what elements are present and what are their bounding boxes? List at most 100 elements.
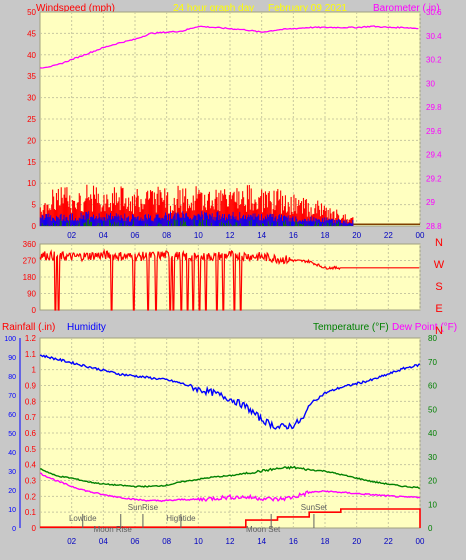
compass-label: E [435,303,442,315]
barometer-y-tick: 29.2 [426,174,442,183]
temperature-y-tick: 70 [428,358,437,367]
rain-y-tick: 0.3 [25,477,37,486]
climate-x-tick: 12 [226,537,235,546]
humidity-line [39,354,421,430]
rain-y-tick: 0.4 [25,461,37,470]
wind-y-tick: 45 [27,29,36,38]
climate-x-tick: 18 [321,537,330,546]
temperature-y-tick: 10 [428,500,437,509]
compass-label: W [434,259,445,271]
temperature-y-tick: 20 [428,477,437,486]
rain-y-tick: 0.1 [25,508,37,517]
direction-y-tick: 90 [27,290,36,299]
humidity-y-tick: 30 [8,469,16,476]
temperature-y-tick: 40 [428,429,437,438]
climate-x-tick: 14 [257,537,266,546]
event-label: SunRise [128,503,159,512]
barometer-y-tick: 28.8 [426,222,442,231]
event-label: Moon Set [246,525,281,534]
wind-y-tick: 25 [27,115,36,124]
humidity-label: Humidity [67,322,106,333]
direction-y-tick: 360 [23,240,37,249]
wind-x-tick: 12 [226,231,235,240]
graph-title: 24 hour graph day [173,3,254,14]
climate-x-tick: 08 [162,537,171,546]
rain-y-tick: 0.2 [25,492,37,501]
barometer-y-tick: 30.6 [426,8,442,17]
rain-y-tick: 0.8 [25,397,37,406]
dewpoint-label: Dew Point (°F) [392,322,457,333]
rainfall-label: Rainfall (.in) [2,322,55,333]
rainfall-line [40,508,421,529]
barometer-y-tick: 29 [426,198,435,207]
humidity-y-tick: 50 [8,431,16,438]
wind-y-tick: 50 [27,8,36,17]
humidity-y-tick: 10 [8,507,16,514]
graph-date: February 09 2021 [268,3,347,14]
wind-y-tick: 35 [27,72,36,81]
barometer-y-tick: 29.4 [426,151,442,160]
wind-y-tick: 30 [27,94,36,103]
barometer-y-tick: 29.8 [426,103,442,112]
humidity-y-tick: 60 [8,412,16,419]
temperature-line [40,465,421,489]
dewpoint-line [39,472,421,503]
windspeed-label: Windspeed (mph) [36,3,115,14]
temperature-y-tick: 60 [428,382,437,391]
humidity-y-tick: 100 [4,336,16,343]
rain-y-tick: 1 [32,366,37,375]
temperature-y-tick: 80 [428,334,437,343]
humidity-y-tick: 40 [8,450,16,457]
direction-y-tick: 0 [32,306,37,315]
wind-x-tick: 18 [321,231,330,240]
climate-x-tick: 22 [384,537,393,546]
barometer-y-tick: 29.6 [426,127,442,136]
barometer-label: Barometer (.in) [373,3,440,14]
wind-x-tick: 08 [162,231,171,240]
compass-label: N [435,325,443,337]
humidity-y-tick: 20 [8,488,16,495]
wind-y-tick: 0 [32,222,37,231]
rain-y-tick: 0.5 [25,445,37,454]
wind-x-tick: 02 [67,231,76,240]
barometer-y-tick: 30.2 [426,56,442,65]
humidity-y-tick: 90 [8,355,16,362]
barometer-y-tick: 30 [426,79,435,88]
wind-x-tick: 06 [131,231,140,240]
wind-direction-line [39,248,420,311]
temperature-y-tick: 0 [428,524,433,533]
wind-x-tick: 10 [194,231,203,240]
compass-label: N [435,237,443,249]
barometer-line [39,25,419,69]
compass-label: S [435,281,442,293]
wind-x-tick: 04 [99,231,108,240]
wind-y-tick: 10 [27,179,36,188]
event-label: SunSet [301,503,328,512]
rain-y-tick: 0.6 [25,429,37,438]
rain-y-tick: 1.1 [25,350,37,359]
rain-y-tick: 0.9 [25,382,37,391]
wind-x-tick: 14 [257,231,266,240]
climate-x-tick: 04 [99,537,108,546]
barometer-y-tick: 30.4 [426,32,442,41]
wind-y-tick: 5 [32,201,37,210]
humidity-y-tick: 0 [12,526,16,533]
direction-y-tick: 180 [23,273,37,282]
wind-y-tick: 20 [27,136,36,145]
wind-x-tick: 22 [384,231,393,240]
climate-x-tick: 10 [194,537,203,546]
wind-y-tick: 15 [27,158,36,167]
wind-x-tick: 16 [289,231,298,240]
climate-x-tick: 06 [131,537,140,546]
temperature-y-tick: 50 [428,405,437,414]
direction-y-tick: 270 [23,257,37,266]
climate-x-tick: 16 [289,537,298,546]
temperature-label: Temperature (°F) [313,322,389,333]
event-label: Lowtide [69,514,97,523]
rain-y-tick: 1.2 [25,334,37,343]
climate-x-tick: 20 [352,537,361,546]
climate-x-tick: 02 [67,537,76,546]
climate-x-tick: 00 [416,537,425,546]
